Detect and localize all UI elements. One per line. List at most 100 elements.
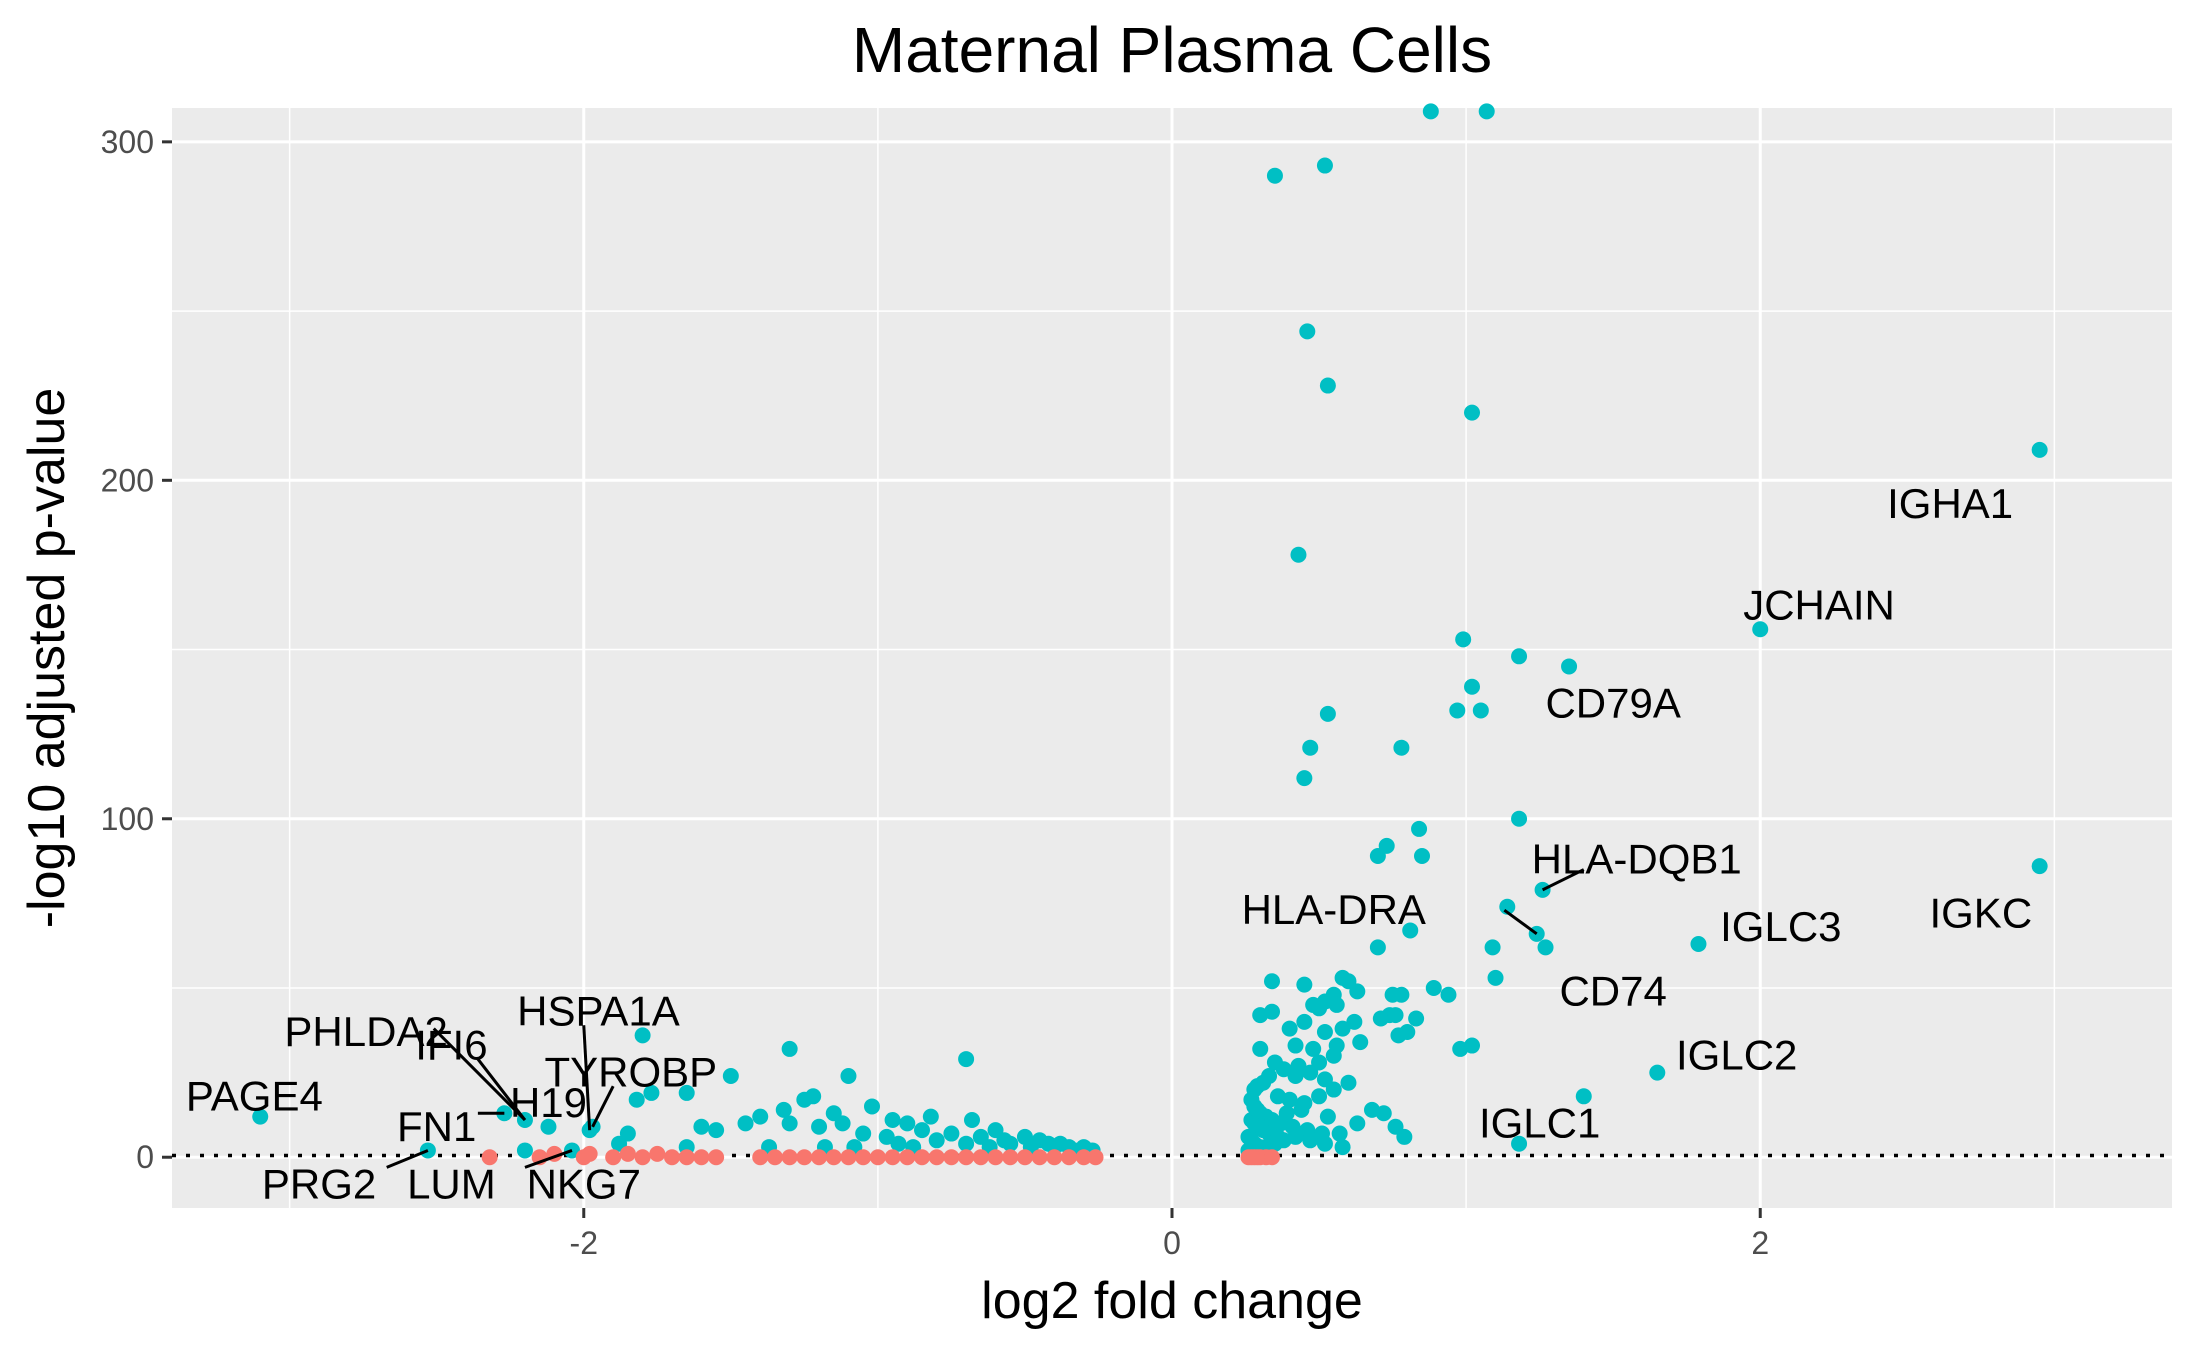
data-point xyxy=(1281,1091,1298,1108)
data-point xyxy=(1352,1034,1369,1051)
data-point xyxy=(1302,739,1319,756)
gene-label: JCHAIN xyxy=(1743,582,1895,629)
data-point xyxy=(1422,103,1439,120)
gene-label: TYROBP xyxy=(544,1049,717,1096)
data-point xyxy=(811,1149,828,1166)
data-point xyxy=(1537,939,1554,956)
data-point xyxy=(752,1149,769,1166)
data-point xyxy=(708,1122,725,1139)
leader-line xyxy=(386,1149,429,1169)
data-point xyxy=(649,1145,666,1162)
data-point xyxy=(840,1149,857,1166)
gene-label: HLA-DQB1 xyxy=(1532,835,1742,882)
data-point xyxy=(1311,1000,1328,1017)
gene-label: PHLDA2 xyxy=(284,1008,447,1055)
data-point xyxy=(1384,986,1401,1003)
data-point xyxy=(752,1108,769,1125)
data-point xyxy=(1266,1054,1283,1071)
chart-title: Maternal Plasma Cells xyxy=(852,14,1492,86)
gene-label: IGLC2 xyxy=(1676,1032,1797,1079)
data-point xyxy=(643,1084,660,1101)
data-point xyxy=(1278,1105,1295,1122)
data-point xyxy=(943,1149,960,1166)
data-point xyxy=(540,1118,557,1135)
gene-label: LUM xyxy=(407,1160,496,1207)
leader-line xyxy=(524,1149,573,1169)
data-point xyxy=(1511,648,1528,665)
x-tick-label: -2 xyxy=(570,1225,598,1261)
data-point xyxy=(884,1149,901,1166)
gene-label: IGLC3 xyxy=(1720,903,1841,950)
gene-label: IGKC xyxy=(1929,890,2032,937)
data-point xyxy=(1472,702,1489,719)
data-point xyxy=(1316,157,1333,174)
data-point xyxy=(855,1149,872,1166)
y-tick-label: 100 xyxy=(101,801,154,837)
data-point xyxy=(1316,1071,1333,1088)
y-tick-label: 200 xyxy=(101,462,154,498)
data-point xyxy=(1511,1135,1528,1152)
data-point xyxy=(1264,1149,1280,1166)
data-point xyxy=(775,1101,792,1118)
data-point xyxy=(1464,678,1480,695)
data-point xyxy=(1449,702,1466,719)
data-point xyxy=(1302,1064,1319,1081)
gene-label: NKG7 xyxy=(527,1160,641,1207)
data-point xyxy=(678,1084,695,1101)
x-tick-label: 0 xyxy=(1163,1225,1181,1261)
leader-line xyxy=(1541,868,1585,892)
data-point xyxy=(899,1149,916,1166)
data-point xyxy=(1387,1007,1404,1024)
data-point xyxy=(2031,858,2048,875)
data-point xyxy=(634,1027,651,1044)
data-point xyxy=(1411,820,1428,837)
data-point xyxy=(834,1115,851,1132)
data-point xyxy=(605,1149,622,1166)
data-point xyxy=(781,1040,798,1057)
data-point xyxy=(1340,1074,1357,1091)
x-axis-label: log2 fold change xyxy=(981,1272,1363,1330)
data-point xyxy=(1690,936,1707,952)
data-point xyxy=(634,1149,651,1166)
data-point xyxy=(1396,1128,1413,1145)
data-point xyxy=(922,1108,939,1125)
gene-label: IFI6 xyxy=(415,1022,487,1069)
y-axis-label: -log10 adjusted p-value xyxy=(18,388,76,929)
data-point xyxy=(1302,1132,1319,1149)
data-point xyxy=(1752,621,1769,638)
data-point xyxy=(1375,1105,1392,1122)
data-point xyxy=(619,1145,636,1162)
data-point xyxy=(1305,1040,1322,1057)
data-point xyxy=(1334,1020,1351,1037)
data-point xyxy=(1346,1013,1363,1030)
data-point xyxy=(1031,1149,1048,1166)
label-leader-lines xyxy=(386,868,1585,1169)
data-point xyxy=(2031,441,2048,458)
data-point xyxy=(1425,980,1442,996)
leader-line xyxy=(591,1085,615,1128)
gene-label: IGLC1 xyxy=(1479,1099,1600,1146)
data-point xyxy=(1046,1149,1063,1166)
data-point xyxy=(1061,1149,1078,1166)
gene-label: HSPA1A xyxy=(517,988,680,1035)
y-tick-label: 0 xyxy=(136,1139,154,1175)
data-point xyxy=(1334,1139,1351,1156)
data-point xyxy=(1378,837,1395,854)
data-point xyxy=(958,1135,975,1152)
gene-label: CD79A xyxy=(1545,680,1680,727)
data-point xyxy=(1287,1068,1304,1084)
leader-line xyxy=(476,1058,527,1121)
data-point xyxy=(1287,1037,1304,1054)
data-point xyxy=(1408,1010,1425,1027)
data-point xyxy=(693,1118,710,1135)
data-point xyxy=(1349,1115,1366,1132)
data-point xyxy=(1281,1020,1298,1037)
data-point xyxy=(943,1125,960,1142)
data-point xyxy=(708,1149,725,1166)
data-point xyxy=(972,1149,989,1166)
data-point xyxy=(914,1149,930,1166)
gene-label: FN1 xyxy=(397,1103,476,1150)
data-point xyxy=(1296,976,1313,993)
data-point xyxy=(811,1118,828,1135)
